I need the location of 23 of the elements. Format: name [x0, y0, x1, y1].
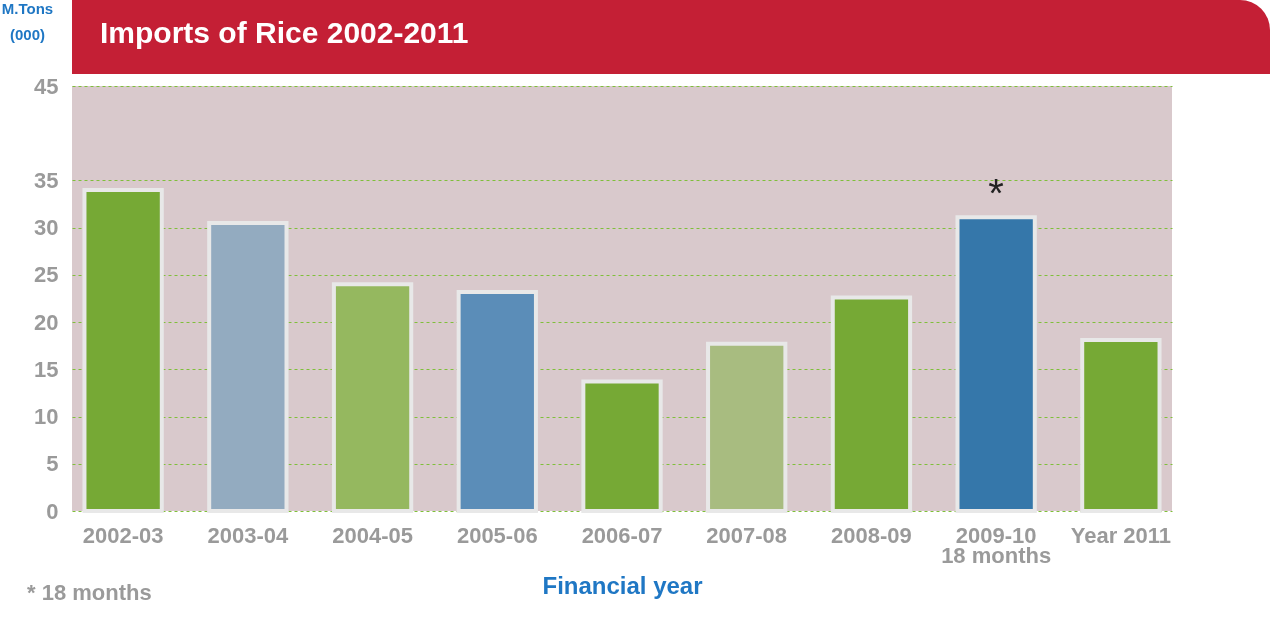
annotation: * — [988, 171, 1004, 216]
y-tick-label: 15 — [34, 356, 59, 382]
x-tick-label: Year 2011 — [1070, 522, 1172, 548]
x-tick-label: 2007-08 — [706, 522, 788, 548]
text: * 18 months — [27, 580, 152, 605]
y-tick-label: 25 — [34, 262, 59, 288]
x-tick-label: 2003-04 — [207, 522, 289, 548]
y-tick-label: 5 — [46, 451, 59, 477]
x-tick-label: 2002-03 — [82, 522, 164, 548]
x-tick-label: 2004-05 — [332, 522, 413, 548]
x-tick-label: 2008-09 — [831, 522, 912, 548]
x-axis-title: Financial year — [542, 571, 703, 599]
y-tick-label: 35 — [34, 167, 59, 193]
y-tick-label: 45 — [34, 73, 59, 99]
y-axis-title: M.Tons (000) — [1, 0, 54, 43]
y-tick-label: 10 — [34, 404, 59, 430]
y-tick-label: 0 — [46, 498, 59, 524]
x-tick-label: 2005-06 — [456, 522, 538, 548]
y-tick-label: 30 — [34, 215, 59, 241]
x-tick-label: 2009-10 18 months — [941, 522, 1052, 568]
chart-title: Imports of Rice 2002-2011 — [100, 16, 469, 49]
x-tick-label: 2006-07 — [581, 522, 663, 548]
y-tick-label: 20 — [34, 309, 59, 335]
